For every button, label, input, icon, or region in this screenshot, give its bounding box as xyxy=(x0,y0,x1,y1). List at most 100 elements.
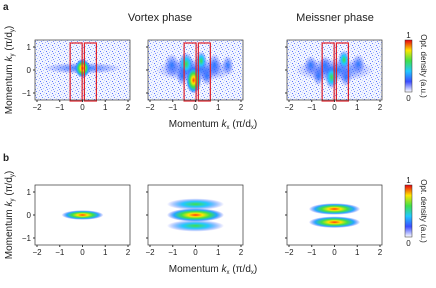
x-tick-label: 1 xyxy=(355,103,360,112)
x-tick-label: 2 xyxy=(239,248,244,257)
y-tick-label: 0 xyxy=(27,66,32,75)
colorbar-max: 1 xyxy=(406,31,411,40)
label-part: k xyxy=(222,119,228,130)
density-blob xyxy=(325,65,339,89)
density-blob xyxy=(61,210,104,220)
colorbar xyxy=(404,184,413,238)
density-blob xyxy=(338,50,350,70)
label-part: ) xyxy=(4,26,15,29)
subscript: y xyxy=(10,174,16,177)
subscript: y xyxy=(10,29,16,32)
y-tick-label: 1 xyxy=(27,43,32,52)
colorbar xyxy=(404,39,413,93)
x-tick-label: −1 xyxy=(55,103,65,112)
x-tick-label: 1 xyxy=(103,103,108,112)
label-part: Momentum xyxy=(4,61,15,114)
x-tick-label: 0 xyxy=(193,103,198,112)
density-blob xyxy=(351,54,365,74)
label-part: Momentum xyxy=(169,264,222,275)
selection-box xyxy=(197,42,211,102)
x-tick-label: 0 xyxy=(80,103,85,112)
y-tick-label: −1 xyxy=(22,89,32,98)
density-blob xyxy=(312,66,325,86)
density-blob xyxy=(164,53,180,77)
x-tick-label: −1 xyxy=(55,248,65,257)
label-part: k xyxy=(4,200,15,206)
density-blob xyxy=(308,216,361,228)
y-tick-label: −1 xyxy=(22,234,32,243)
colorbar-min: 0 xyxy=(406,94,411,103)
x-tick-label: 1 xyxy=(103,248,108,257)
panel-label: b xyxy=(3,153,9,164)
colorbar-title: Opt. density (a.u.) xyxy=(419,34,428,98)
x-tick-label: 2 xyxy=(378,103,383,112)
label-part: Momentum xyxy=(4,206,15,259)
x-tick-label: −2 xyxy=(32,103,42,112)
label-part: (π/d xyxy=(4,177,15,198)
x-tick-label: 0 xyxy=(80,248,85,257)
label-part: k xyxy=(4,55,15,61)
colorbar-min: 0 xyxy=(406,239,411,248)
colorbar-max: 1 xyxy=(406,176,411,185)
subscript: x xyxy=(227,270,230,276)
x-tick-label: −2 xyxy=(145,248,155,257)
selection-box xyxy=(321,42,335,102)
label-part: ) xyxy=(254,119,257,130)
subscript: x xyxy=(251,125,254,131)
axis-label: Momentum ky (π/dy) xyxy=(4,171,16,260)
density-blob xyxy=(167,198,224,210)
axis-label: Momentum ky (π/dy) xyxy=(4,26,16,115)
selection-box xyxy=(69,42,83,102)
label-part: Momentum xyxy=(169,119,222,130)
axis-label: Momentum kx (π/dx) xyxy=(169,264,258,276)
subscript: x xyxy=(251,270,254,276)
x-tick-label: 2 xyxy=(126,103,131,112)
density-blob xyxy=(340,67,352,87)
x-tick-label: 0 xyxy=(332,248,337,257)
label-part: (π/d xyxy=(230,264,251,275)
x-tick-label: −2 xyxy=(32,248,42,257)
x-tick-label: −1 xyxy=(307,248,317,257)
x-tick-label: −2 xyxy=(145,103,155,112)
label-part: k xyxy=(222,264,228,275)
panel-title: Meissner phase xyxy=(296,12,374,24)
density-blob xyxy=(201,66,213,86)
x-tick-label: 2 xyxy=(239,103,244,112)
density-blob xyxy=(308,203,361,215)
x-tick-label: 1 xyxy=(216,248,221,257)
label-part: (π/d xyxy=(230,119,251,130)
subscript: y xyxy=(10,53,16,56)
axis-label: Momentum kx (π/dx) xyxy=(169,119,258,131)
colorbar-title: Opt. density (a.u.) xyxy=(419,179,428,243)
selection-box xyxy=(83,42,98,102)
label-part: ) xyxy=(254,264,257,275)
label-part: (π/d xyxy=(4,32,15,53)
y-tick-label: 0 xyxy=(27,211,32,220)
panel-label: a xyxy=(3,2,9,13)
selection-box xyxy=(183,42,197,102)
subscript: y xyxy=(10,198,16,201)
image-bg xyxy=(287,185,382,245)
x-tick-label: −2 xyxy=(284,103,294,112)
x-tick-label: −1 xyxy=(307,103,317,112)
x-tick-label: 0 xyxy=(193,248,198,257)
density-blob xyxy=(186,66,202,94)
x-tick-label: 0 xyxy=(332,103,337,112)
selection-box xyxy=(335,42,349,102)
panel-title: Vortex phase xyxy=(128,12,192,24)
x-tick-label: −2 xyxy=(284,248,294,257)
x-tick-label: −1 xyxy=(168,103,178,112)
x-tick-label: 1 xyxy=(216,103,221,112)
density-blob xyxy=(167,208,224,222)
x-tick-label: 1 xyxy=(355,248,360,257)
density-blob xyxy=(167,220,224,232)
x-tick-label: 2 xyxy=(378,248,383,257)
subscript: x xyxy=(227,125,230,131)
density-blob xyxy=(222,55,234,75)
label-part: ) xyxy=(4,171,15,174)
density-blob xyxy=(176,66,188,86)
y-tick-label: 1 xyxy=(27,188,32,197)
x-tick-label: −1 xyxy=(168,248,178,257)
x-tick-label: 2 xyxy=(126,248,131,257)
